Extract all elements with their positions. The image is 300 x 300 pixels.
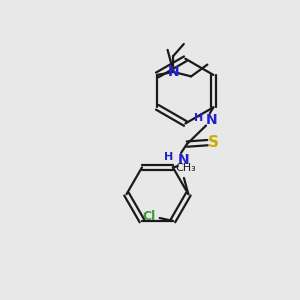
Text: H: H: [164, 152, 174, 162]
Text: N: N: [168, 65, 179, 79]
Text: N: N: [206, 113, 218, 127]
Text: H: H: [194, 112, 203, 123]
Text: Cl: Cl: [142, 210, 155, 223]
Text: CH₃: CH₃: [175, 163, 196, 173]
Text: N: N: [178, 153, 190, 167]
Text: S: S: [208, 135, 219, 150]
